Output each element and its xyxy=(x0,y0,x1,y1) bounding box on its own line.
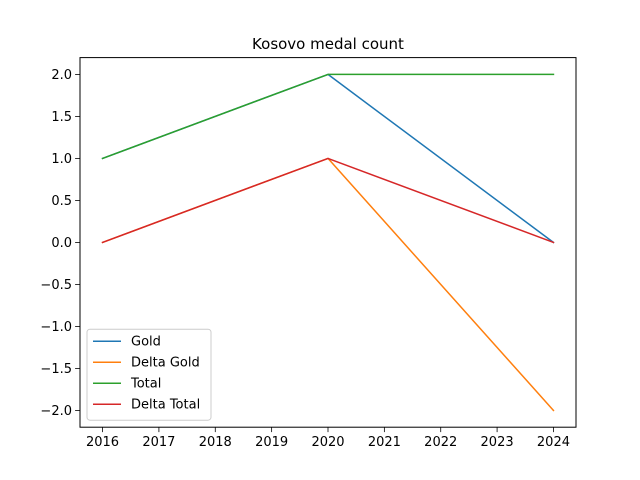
y-tick-label: −1.0 xyxy=(40,320,72,335)
x-tick-label: 2021 xyxy=(368,435,401,450)
x-tick-label: 2020 xyxy=(311,435,344,450)
chart-title: Kosovo medal count xyxy=(252,35,404,53)
legend: Gold Delta Gold Total Delta Total xyxy=(86,328,212,421)
y-tick-label: 0.5 xyxy=(51,194,72,209)
series-line-2 xyxy=(101,73,555,160)
y-tick-label: −0.5 xyxy=(40,278,72,293)
y-tick-label: −2.0 xyxy=(40,404,72,419)
legend-box xyxy=(86,328,212,421)
x-tick-label: 2017 xyxy=(142,435,175,450)
y-axis: 2.0 1.5 1.0 0.5 0.0 −0.5 −1.0 −1.5 −2.0 xyxy=(40,68,80,419)
y-tick-label: 0.0 xyxy=(51,236,72,251)
series-layer xyxy=(101,73,555,412)
legend-label-0: Gold xyxy=(131,335,161,350)
y-tick-label: 2.0 xyxy=(51,68,72,83)
y-tick-label: 1.0 xyxy=(51,152,72,167)
legend-label-2: Total xyxy=(130,377,161,392)
x-tick-label: 2019 xyxy=(255,435,288,450)
x-axis: 2016 2017 2018 2019 2020 2021 2022 2023 2024 xyxy=(86,427,570,450)
y-tick-label: −1.5 xyxy=(40,362,72,377)
x-tick-label: 2018 xyxy=(199,435,232,450)
x-tick-label: 2024 xyxy=(537,435,570,450)
legend-label-3: Delta Total xyxy=(131,398,200,413)
x-tick-label: 2023 xyxy=(481,435,514,450)
x-tick-label: 2016 xyxy=(86,435,119,450)
x-tick-label: 2022 xyxy=(424,435,457,450)
legend-label-1: Delta Gold xyxy=(131,356,200,371)
y-tick-label: 1.5 xyxy=(51,110,72,125)
series-line-3 xyxy=(101,157,555,244)
